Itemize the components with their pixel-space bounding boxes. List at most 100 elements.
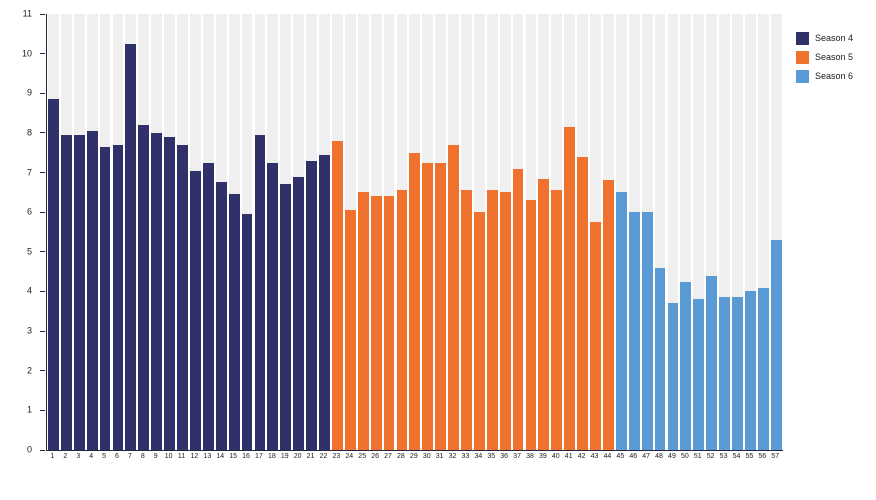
y-tick-label: 2 (26, 365, 32, 376)
bar-column (460, 14, 473, 450)
bar-season6 (744, 291, 756, 450)
bar-column (163, 14, 176, 450)
plot-area (46, 14, 783, 451)
bar-column (357, 14, 370, 450)
x-tick-label: 54 (732, 453, 741, 460)
bar-column (124, 14, 137, 450)
bar-season5 (422, 162, 434, 450)
bar-column (150, 14, 163, 450)
x-tick-label: 9 (153, 453, 158, 460)
x-tick-label: 33 (461, 453, 470, 460)
x-tick-label: 5 (102, 453, 107, 460)
bar-season6 (641, 212, 653, 450)
bar-season4 (60, 134, 72, 450)
x-tick-label: 48 (655, 453, 663, 460)
x-tick-label: 30 (422, 453, 431, 460)
bar-column (770, 14, 783, 450)
bar-column (550, 14, 563, 450)
bar-column (99, 14, 112, 450)
bar-season4 (319, 154, 330, 450)
bar-season4 (280, 184, 292, 450)
y-tick-mark (40, 251, 45, 253)
bar-column (202, 14, 215, 450)
bar-column (60, 14, 73, 450)
bar-season5 (551, 190, 563, 450)
y-tick-mark (40, 290, 45, 292)
legend-label-season4: Season 4 (815, 33, 854, 43)
x-tick-label: 11 (177, 453, 186, 460)
legend-item-season4: Season 4 (796, 32, 874, 45)
x-tick-label: 46 (629, 453, 638, 460)
bar-season5 (590, 222, 601, 450)
bar-season5 (564, 126, 576, 450)
x-tick-label: 22 (319, 453, 328, 460)
bar-column (576, 14, 589, 450)
bar-season6 (680, 281, 692, 450)
bar-column (434, 14, 447, 450)
y-axis: 0 1 2 3 4 5 6 7 8 9 10 11 (0, 9, 46, 454)
x-tick-label: 55 (745, 453, 754, 460)
x-tick-label: 47 (642, 453, 651, 460)
y-tick-mark (40, 53, 45, 55)
legend-swatch-season6 (796, 70, 809, 83)
x-tick-label: 44 (603, 453, 612, 460)
x-tick-label: 10 (164, 453, 173, 460)
x-tick-label: 37 (513, 453, 521, 460)
bar-column (228, 14, 241, 450)
bar-column (370, 14, 383, 450)
x-tick-label: 19 (280, 453, 289, 460)
x-tick-label: 41 (564, 453, 573, 460)
bar-season5 (499, 192, 511, 450)
y-tick-label: 0 (26, 444, 32, 455)
bar-season5 (357, 192, 369, 450)
legend-label-season6: Season 6 (815, 71, 854, 81)
y-tick-label: 4 (26, 285, 32, 296)
column-stripe (744, 14, 756, 450)
x-tick-label: 49 (668, 453, 676, 460)
column-stripe (654, 14, 666, 450)
bar-season5 (370, 196, 382, 450)
legend-item-season6: Season 6 (796, 70, 874, 83)
bar-season5 (396, 190, 408, 450)
x-axis: 1 2 3 4 5 6 7 8 9 10 11 12 13 14 15 16 17 18 19 20 21 22 23 24 2… (46, 452, 782, 464)
legend: Season 4 Season 5 Season 6 (796, 32, 874, 89)
bar-column (266, 14, 279, 450)
x-tick-label: 45 (616, 453, 625, 460)
bar-column (408, 14, 421, 450)
x-tick-label: 53 (719, 453, 728, 460)
column-stripe (706, 14, 718, 450)
bar-season6 (732, 297, 743, 450)
x-tick-label: 24 (345, 453, 354, 460)
x-tick-label: 29 (409, 453, 418, 460)
bar-season4 (125, 43, 137, 450)
bar-season6 (693, 299, 705, 450)
bar-column (486, 14, 499, 450)
y-tick-mark (40, 172, 45, 174)
bar-column (279, 14, 292, 450)
bar-season5 (538, 178, 550, 450)
bar-column (525, 14, 538, 450)
bar-column (602, 14, 615, 450)
y-tick-label: 7 (26, 167, 32, 178)
bar-season4 (254, 134, 266, 450)
x-tick-label: 4 (89, 453, 94, 460)
bar-column (241, 14, 254, 450)
y-tick-label: 10 (21, 48, 32, 59)
x-tick-label: 15 (229, 453, 238, 460)
bar-season5 (331, 140, 343, 450)
bar-season5 (409, 152, 421, 450)
x-tick-label: 32 (448, 453, 457, 460)
bar-season6 (706, 275, 718, 450)
bar-column (718, 14, 731, 450)
bar-season6 (615, 192, 627, 450)
x-tick-label: 26 (371, 453, 379, 460)
bar-season4 (293, 176, 305, 450)
bar-column (331, 14, 344, 450)
x-tick-label: 16 (242, 453, 250, 460)
bar-column (112, 14, 125, 450)
bar-season4 (228, 194, 240, 450)
bar-column (176, 14, 189, 450)
bar-column (73, 14, 86, 450)
y-tick-label: 6 (26, 206, 32, 217)
x-tick-label: 14 (216, 453, 225, 460)
